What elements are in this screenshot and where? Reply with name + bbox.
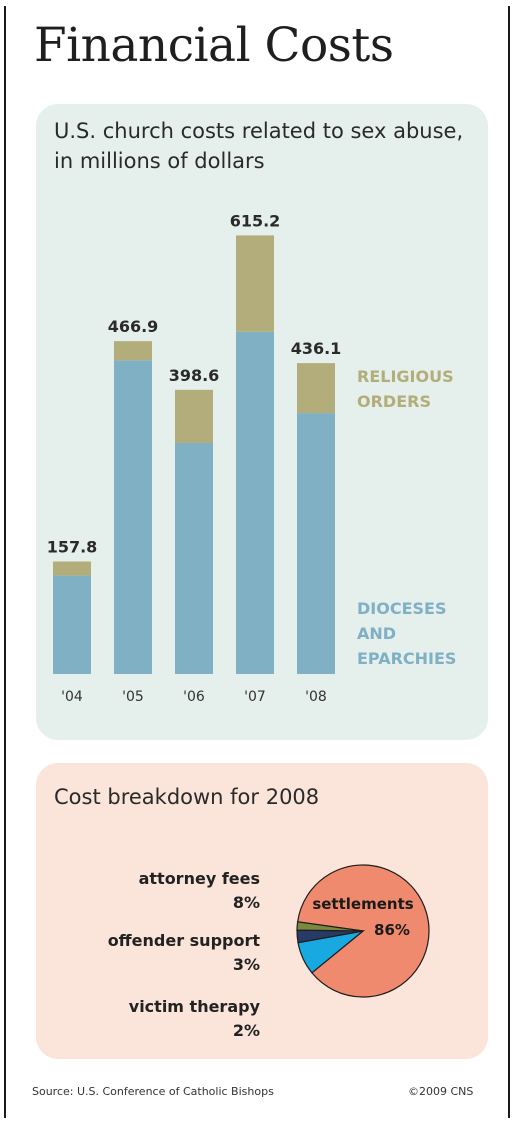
pie-label-settlements-value: 86%	[374, 921, 410, 939]
main-title: Financial Costs	[34, 18, 394, 73]
source-note: Source: U.S. Conference of Catholic Bish…	[32, 1085, 274, 1098]
x-tick-label: '05	[122, 689, 144, 705]
x-tick-label: '04	[61, 689, 83, 705]
bar-chart-title: U.S. church costs related to sex abuse, …	[54, 119, 464, 173]
bar-dioceses-and-eparchies-1	[53, 575, 91, 674]
bar-total-label: 398.6	[169, 366, 220, 385]
pie-label-offender-support: offender support 3%	[108, 929, 260, 977]
bar-total-label: 615.2	[230, 211, 281, 230]
bar-total-label: 436.1	[291, 339, 342, 358]
pie-label-attorney-fees: attorney fees 8%	[139, 867, 260, 915]
bar-total-label: 466.9	[108, 317, 159, 336]
attorney-fees-value: 8%	[232, 893, 260, 912]
legend-dioceses-and-eparchies: DIOCESES AND EPARCHIES	[357, 599, 456, 668]
bar-total-label: 157.8	[47, 538, 98, 557]
bar-religious-orders-4	[236, 235, 274, 332]
bar-chart: 157.8 '04 466.9 '05 398.6 '06 615.2 '07 436.1 '08…	[47, 211, 457, 705]
pie-slice-victim-therapy	[296, 921, 364, 932]
attorney-fees-name: attorney fees	[138, 869, 260, 888]
bar-dioceses-and-eparchies-2	[114, 360, 152, 674]
legend-religious-orders: RELIGIOUS ORDERS	[357, 367, 454, 411]
pie-label-victim-therapy: victim therapy 2%	[129, 995, 260, 1043]
victim-therapy-name: victim therapy	[128, 997, 260, 1016]
bar-religious-orders-3	[175, 389, 213, 444]
bar-religious-orders-2	[114, 341, 152, 361]
pie-chart-title: Cost breakdown for 2008	[54, 785, 320, 809]
x-tick-label: '08	[305, 689, 327, 705]
x-tick-label: '06	[183, 689, 205, 705]
bar-dioceses-and-eparchies-5	[297, 413, 335, 674]
pie-label-settlements-name: settlements	[312, 895, 413, 913]
pie-chart-panel: Cost breakdown for 2008 attorney fees 8%…	[36, 763, 488, 1059]
offender-support-name: offender support	[107, 931, 260, 950]
bar-religious-orders-1	[53, 561, 91, 576]
copyright-credit: ©2009 CNS	[408, 1085, 474, 1098]
offender-support-value: 3%	[232, 955, 260, 974]
bar-dioceses-and-eparchies-3	[175, 443, 213, 674]
victim-therapy-value: 2%	[232, 1021, 260, 1040]
bar-dioceses-and-eparchies-4	[236, 331, 274, 674]
graphic-frame	[4, 6, 510, 1118]
bar-religious-orders-5	[297, 363, 335, 414]
x-tick-label: '07	[244, 689, 266, 705]
pie-chart: settlements 86%	[296, 864, 430, 998]
bar-chart-panel: U.S. church costs related to sex abuse, …	[36, 104, 488, 740]
